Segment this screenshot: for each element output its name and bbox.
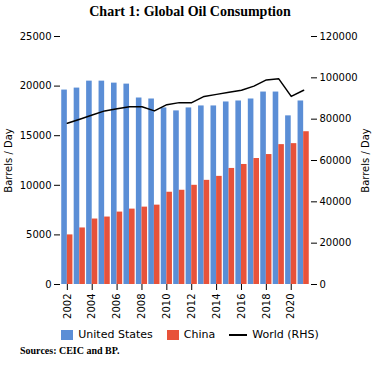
svg-text:20000: 20000 — [320, 237, 352, 248]
svg-text:2018: 2018 — [261, 294, 272, 319]
svg-text:60000: 60000 — [320, 155, 352, 166]
svg-text:10000: 10000 — [20, 180, 52, 191]
svg-text:2010: 2010 — [161, 294, 172, 319]
svg-text:80000: 80000 — [320, 113, 352, 124]
svg-text:Barrels / Day: Barrels / Day — [3, 128, 14, 193]
svg-text:120000: 120000 — [320, 31, 358, 42]
svg-text:2020: 2020 — [285, 294, 296, 319]
svg-text:2012: 2012 — [186, 294, 197, 319]
html-text:Sources: CEIC and BP.: Sources: CEIC and BP. — [20, 345, 120, 356]
svg-text:Barrels / Day: Barrels / Day — [360, 128, 371, 193]
svg-text:2008: 2008 — [136, 294, 147, 319]
svg-text:2004: 2004 — [86, 294, 97, 319]
svg-text:15000: 15000 — [20, 130, 52, 141]
svg-text:0: 0 — [320, 279, 326, 290]
svg-text:25000: 25000 — [20, 31, 52, 42]
svg-text:2016: 2016 — [236, 294, 247, 319]
svg-text:2014: 2014 — [211, 294, 222, 319]
html-text:Chart 1: Global Oil Consumptio: Chart 1: Global Oil Consumption — [89, 4, 291, 19]
svg-text:20000: 20000 — [20, 80, 52, 91]
svg-text:5000: 5000 — [26, 229, 51, 240]
html-text:World (RHS): World (RHS) — [252, 328, 319, 341]
svg-text:40000: 40000 — [320, 196, 352, 207]
html-text:China: China — [183, 328, 216, 341]
svg-text:0: 0 — [45, 279, 51, 290]
html-text:United States: United States — [78, 328, 153, 341]
svg-text:100000: 100000 — [320, 72, 358, 83]
svg-text:2002: 2002 — [62, 294, 73, 319]
svg-text:2006: 2006 — [111, 294, 122, 319]
